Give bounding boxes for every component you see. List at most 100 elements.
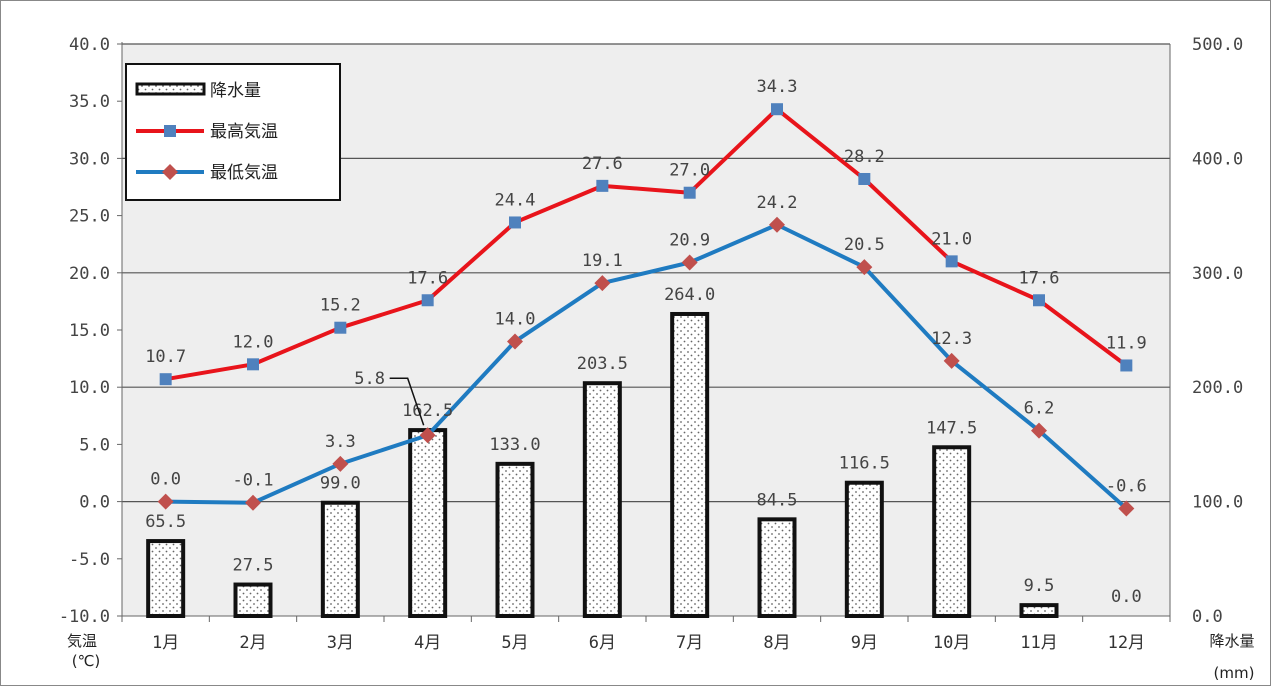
bar-data-label: 147.5: [926, 418, 977, 438]
series-marker: [683, 186, 696, 199]
y-right-tick-label: 500.0: [1192, 35, 1243, 55]
x-tick-label: 7月: [676, 633, 703, 653]
y-right-axis-label: 降水量: [1209, 632, 1254, 650]
bar: [757, 517, 797, 618]
y-left-tick-label: 35.0: [69, 92, 110, 112]
line-data-label: 21.0: [931, 229, 972, 249]
line-data-label: -0.6: [1106, 476, 1147, 496]
line-data-label: 17.6: [407, 268, 448, 288]
x-tick-label: 3月: [327, 633, 354, 653]
line-data-label: 11.9: [1106, 333, 1147, 353]
series-marker: [594, 275, 611, 292]
x-tick-label: 5月: [501, 633, 528, 653]
y-right-tick-label: 300.0: [1192, 264, 1243, 284]
bar-data-label: 264.0: [664, 285, 715, 305]
y-left-tick-label: 25.0: [69, 207, 110, 227]
legend-label: 最低気温: [210, 163, 278, 183]
y-left-tick-label: -10.0: [59, 607, 110, 627]
series-marker: [159, 373, 172, 386]
line-data-label: 17.6: [1019, 268, 1060, 288]
y-left-tick-label: 30.0: [69, 149, 110, 169]
bar-data-label: 116.5: [839, 454, 890, 474]
y-right-tick-label: 100.0: [1192, 493, 1243, 513]
series-marker: [945, 255, 958, 268]
line-data-label: 0.0: [150, 470, 181, 490]
series-marker: [507, 333, 523, 350]
series-marker: [771, 103, 783, 116]
series-marker: [856, 259, 873, 276]
y-left-tick-label: 40.0: [69, 35, 110, 55]
y-left-tick-label: 15.0: [69, 321, 110, 341]
series-marker: [858, 172, 871, 185]
x-tick-label: 8月: [763, 633, 790, 653]
series-marker: [247, 358, 259, 371]
line-data-label: 20.9: [669, 231, 710, 251]
line-data-label: 24.2: [757, 193, 798, 213]
line-data-label: 28.2: [844, 147, 885, 167]
legend-label: 最高気温: [210, 122, 278, 142]
y-left-tick-label: 0.0: [79, 493, 110, 513]
bar: [320, 500, 360, 618]
line-data-label: -0.1: [233, 471, 274, 491]
x-tick-label: 2月: [239, 633, 266, 653]
x-tick-label: 10月: [933, 633, 970, 653]
x-tick-label: 11月: [1020, 633, 1057, 653]
bar-data-label: 27.5: [233, 556, 274, 576]
line-data-label: 24.4: [495, 190, 536, 210]
line-data-label: 10.7: [145, 347, 186, 367]
series-marker: [1118, 500, 1135, 517]
bar: [932, 445, 972, 619]
line-data-label: 3.3: [325, 432, 356, 452]
bar-data-label: 0.0: [1111, 587, 1142, 607]
bar-data-label: 133.0: [489, 435, 540, 455]
series-marker: [943, 352, 960, 369]
line-data-label: 27.6: [582, 154, 623, 174]
bar: [670, 311, 710, 618]
line-data-label: 6.2: [1024, 399, 1055, 419]
series-marker: [334, 321, 347, 334]
line-data-label: 5.8: [354, 369, 385, 389]
line-data-label: 12.3: [931, 329, 972, 349]
series-marker: [681, 254, 698, 271]
y-right-tick-label: 400.0: [1192, 149, 1243, 169]
series-marker: [1120, 359, 1133, 372]
series-marker: [157, 493, 174, 510]
legend-swatch-marker: [162, 164, 178, 180]
series-marker: [421, 294, 434, 307]
series-marker: [509, 216, 521, 229]
bar: [582, 381, 622, 619]
line-data-label: 12.0: [233, 332, 274, 352]
x-tick-label: 6月: [589, 633, 616, 653]
series-marker: [1031, 422, 1047, 439]
line-data-label: 19.1: [582, 251, 623, 271]
bar: [408, 428, 448, 618]
series-marker: [769, 216, 785, 233]
bar: [495, 461, 535, 618]
line-data-label: 15.2: [320, 296, 361, 316]
bar: [844, 480, 884, 618]
series-marker: [596, 179, 609, 192]
y-left-tick-label: 20.0: [69, 264, 110, 284]
bar: [146, 539, 186, 618]
legend-label: 降水量: [210, 81, 261, 101]
legend-swatch-bar: [135, 82, 206, 96]
x-tick-label: 1月: [152, 633, 179, 653]
bar-data-label: 65.5: [145, 512, 186, 532]
bar-data-label: 9.5: [1024, 576, 1055, 596]
y-right-tick-label: 200.0: [1192, 378, 1243, 398]
y-left-tick-label: 5.0: [79, 435, 110, 455]
series-marker: [332, 455, 349, 472]
series-line: [165, 107, 1128, 382]
x-tick-label: 4月: [414, 633, 441, 653]
y-left-axis-label: 気温: [67, 632, 97, 650]
bar: [233, 582, 273, 618]
series-line: [165, 222, 1128, 510]
x-tick-label: 12月: [1108, 633, 1145, 653]
series-marker: [1033, 294, 1045, 307]
bar-data-label: 84.5: [757, 490, 798, 510]
y-left-tick-label: -5.0: [69, 550, 110, 570]
y-right-tick-label: 0.0: [1192, 607, 1223, 627]
bar-data-label: 162.5: [402, 401, 453, 421]
line-data-label: 34.3: [757, 77, 798, 97]
leader-line: [389, 377, 425, 426]
